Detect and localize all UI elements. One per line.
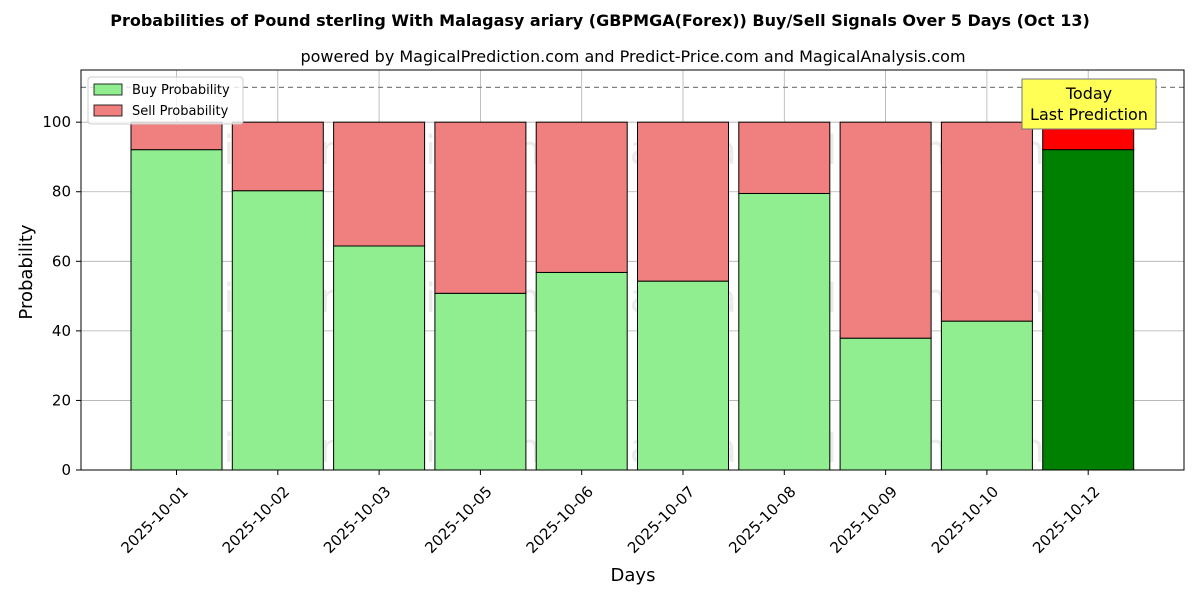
buy-bar [434,292,527,471]
buy-bar [231,190,324,471]
annotation-box [1021,78,1157,130]
y-tick-label: 0 [61,461,71,479]
legend: Buy Probability Sell Probability [87,76,244,125]
x-tick-label: 2025-10-05 [421,483,495,557]
bars-layer [130,121,1135,471]
sell-bar [231,121,324,192]
sell-bar [333,121,426,247]
buy-bar [738,192,831,471]
y-tick-label: 20 [52,391,71,409]
annotation-line1: Today [1065,84,1112,103]
x-axis-label: Days [611,565,656,586]
y-tick-label: 40 [52,322,71,340]
legend-sell-swatch [93,104,123,117]
x-tick-label: 2025-10-10 [928,483,1002,557]
buy-bar [535,271,628,471]
legend-buy-swatch [93,83,123,96]
sell-bar [130,121,223,151]
annotation-line2: Last Prediction [1030,105,1148,124]
legend-sell-label: Sell Probability [132,104,229,119]
x-tick-label: 2025-10-06 [523,483,597,557]
chart-subtitle: powered by MagicalPrediction.com and Pre… [300,47,965,66]
x-tick-label: 2025-10-07 [624,483,698,557]
x-tick-label: 2025-10-08 [725,483,799,557]
x-tick-label: 2025-10-01 [117,483,191,557]
x-tick-label: 2025-10-03 [320,483,394,557]
y-axis-label: Probability [16,224,37,319]
sell-bar [535,121,628,273]
sell-bar [637,121,729,282]
x-tick-label: 2025-10-02 [219,483,293,557]
chart-title: Probabilities of Pound sterling With Mal… [110,11,1090,30]
buy-bar [940,320,1033,471]
plot-frame [80,69,1185,471]
buy-bar [333,245,426,471]
sell-bar [839,121,932,339]
x-tick-label: 2025-10-12 [1029,483,1103,557]
y-tick-label: 100 [42,113,71,131]
buy-bar [637,280,729,471]
y-tick-label: 60 [52,252,71,270]
y-tick-label: 80 [52,183,71,201]
sell-bar [738,121,831,194]
today-annotation: Today Last Prediction [1021,78,1157,130]
x-tick-label: 2025-10-09 [827,483,901,557]
legend-box [87,76,244,125]
sell-bar [434,121,527,294]
legend-buy-label: Buy Probability [132,83,230,98]
buy-bar [130,149,223,471]
buy-bar [1042,149,1135,471]
sell-bar [940,121,1033,322]
buy-bar [839,337,932,471]
